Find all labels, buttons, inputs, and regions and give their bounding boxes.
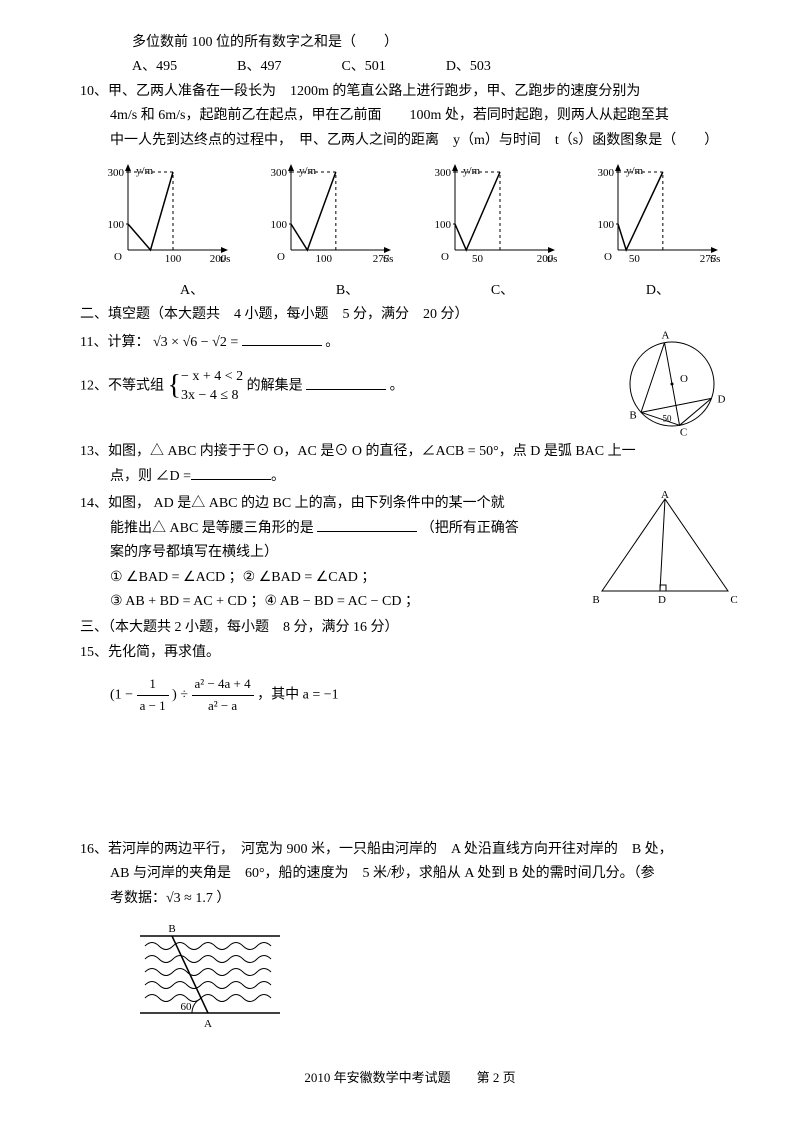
q9-opt-b: B、497 <box>237 56 281 78</box>
q12: 12、不等式组 { − x + 4 < 2 3x − 4 ≤ 8 的解集是 。 <box>80 364 610 409</box>
svg-text:50: 50 <box>663 413 673 423</box>
q14-l5: ③ AB + BD = AC + CD ；④ AB − BD = AC − CD… <box>80 591 590 613</box>
svg-text:A: A <box>662 329 670 341</box>
section3-title: 三、（本大题共 2 小题，每小题 8 分，满分 16 分） <box>80 617 740 639</box>
svg-text:100: 100 <box>316 253 333 265</box>
svg-text:y/m: y/m <box>626 165 644 177</box>
svg-text:60: 60 <box>181 1001 193 1013</box>
svg-text:100: 100 <box>165 253 182 265</box>
q10-graphs: y/mt/sO100300100200y/mt/sO100300100275y/… <box>80 154 740 280</box>
svg-text:300: 300 <box>108 167 125 179</box>
q16-l1: 16、若河岸的两边平行， 河宽为 900 米，一只船由河岸的 A 处沿直线方向开… <box>80 839 740 861</box>
q13-l1: 13、如图，△ ABC 内接于于⊙ O，AC 是⊙ O 的直径，∠ACB = 5… <box>80 441 740 463</box>
label-c: C、 <box>491 280 514 302</box>
svg-text:O: O <box>441 251 449 263</box>
svg-text:A: A <box>204 1018 212 1030</box>
svg-text:50: 50 <box>629 253 641 265</box>
svg-text:D: D <box>658 594 666 606</box>
svg-text:50: 50 <box>472 253 484 265</box>
svg-text:B: B <box>592 594 599 606</box>
svg-text:100: 100 <box>108 219 125 231</box>
q15-expr: (1 − 1a − 1 ) ÷ a² − 4a + 4a² − a ，其中 a … <box>80 674 740 717</box>
q14-figure: A B C D <box>590 491 740 611</box>
svg-text:y/m: y/m <box>463 165 481 177</box>
q16-l3: 考数据：√3 ≈ 1.7 ） <box>80 888 740 910</box>
svg-text:B: B <box>629 409 636 421</box>
q10-graph-labels: A、 B、 C、 D、 <box>80 280 740 302</box>
label-a: A、 <box>180 280 204 302</box>
q9-opt-a: A、495 <box>132 56 177 78</box>
svg-text:C: C <box>680 426 687 438</box>
svg-text:300: 300 <box>597 167 614 179</box>
label-b: B、 <box>336 280 359 302</box>
svg-text:300: 300 <box>434 167 451 179</box>
q14-l4: ① ∠BAD = ∠ACD ；② ∠BAD = ∠CAD ； <box>80 567 590 589</box>
q10-l3: 中一人先到达终点的过程中， 甲、乙两人之间的距离 y（m）与时间 t（s）函数图… <box>80 130 740 152</box>
q14-l2: 能推出△ ABC 是等腰三角形的是 （把所有正确答 <box>80 517 590 540</box>
svg-text:B: B <box>168 923 175 935</box>
svg-text:200: 200 <box>536 253 553 265</box>
svg-text:C: C <box>730 594 737 606</box>
q9-options: A、495 B、497 C、501 D、503 <box>80 56 740 78</box>
q10-l1: 10、甲、乙两人准备在一段长为 1200m 的笔直公路上进行跑步，甲、乙跑步的速… <box>80 81 740 103</box>
svg-text:D: D <box>717 393 725 405</box>
q10-l2: 4m/s 和 6m/s，起跑前乙在起点，甲在乙前面 100m 处，若同时起跑，则… <box>80 105 740 127</box>
svg-text:200: 200 <box>210 253 227 265</box>
section2-title: 二、填空题（本大题共 4 小题，每小题 5 分，满分 20 分） <box>80 304 740 326</box>
svg-text:100: 100 <box>597 219 614 231</box>
q12-sys2: 3x − 4 ≤ 8 <box>181 387 243 405</box>
q12-blank <box>306 375 386 390</box>
q14-l1: 14、如图， AD 是△ ABC 的边 BC 上的高，由下列条件中的某一个就 <box>80 493 590 515</box>
q9-opt-d: D、503 <box>446 56 491 78</box>
q13-figure: A B C D O 50 <box>610 329 740 439</box>
svg-text:100: 100 <box>434 219 451 231</box>
svg-text:O: O <box>277 251 285 263</box>
q16-l2: AB 与河岸的夹角是 60°，船的速度为 5 米/秒，求船从 A 处到 B 处的… <box>80 863 740 885</box>
svg-text:275: 275 <box>700 253 717 265</box>
svg-text:O: O <box>114 251 122 263</box>
q13-l2: 点，则 ∠D =。 <box>80 465 740 488</box>
q14-l3: 案的序号都填写在横线上） <box>80 542 590 564</box>
svg-text:y/m: y/m <box>299 165 317 177</box>
svg-text:100: 100 <box>271 219 288 231</box>
page-footer: 2010 年安徽数学中考试题 第 2 页 <box>80 1068 740 1089</box>
label-d: D、 <box>646 280 670 302</box>
svg-text:275: 275 <box>373 253 390 265</box>
q11: 11、计算： √3 × √6 − √2 = 。 <box>80 331 610 354</box>
q15-l1: 15、先化简，再求值。 <box>80 642 740 664</box>
svg-text:y/m: y/m <box>136 165 154 177</box>
q11-expr: √3 × √6 − √2 = <box>153 335 238 350</box>
svg-text:O: O <box>604 251 612 263</box>
q9-stem: 多位数前 100 位的所有数字之和是（ ） <box>80 32 740 54</box>
q16-figure: 60 A B <box>130 918 300 1038</box>
svg-text:A: A <box>661 491 669 501</box>
svg-text:O: O <box>680 373 688 385</box>
q12-sys1: − x + 4 < 2 <box>181 368 243 386</box>
q11-blank <box>242 331 322 346</box>
q9-opt-c: C、501 <box>341 56 385 78</box>
svg-text:300: 300 <box>271 167 288 179</box>
